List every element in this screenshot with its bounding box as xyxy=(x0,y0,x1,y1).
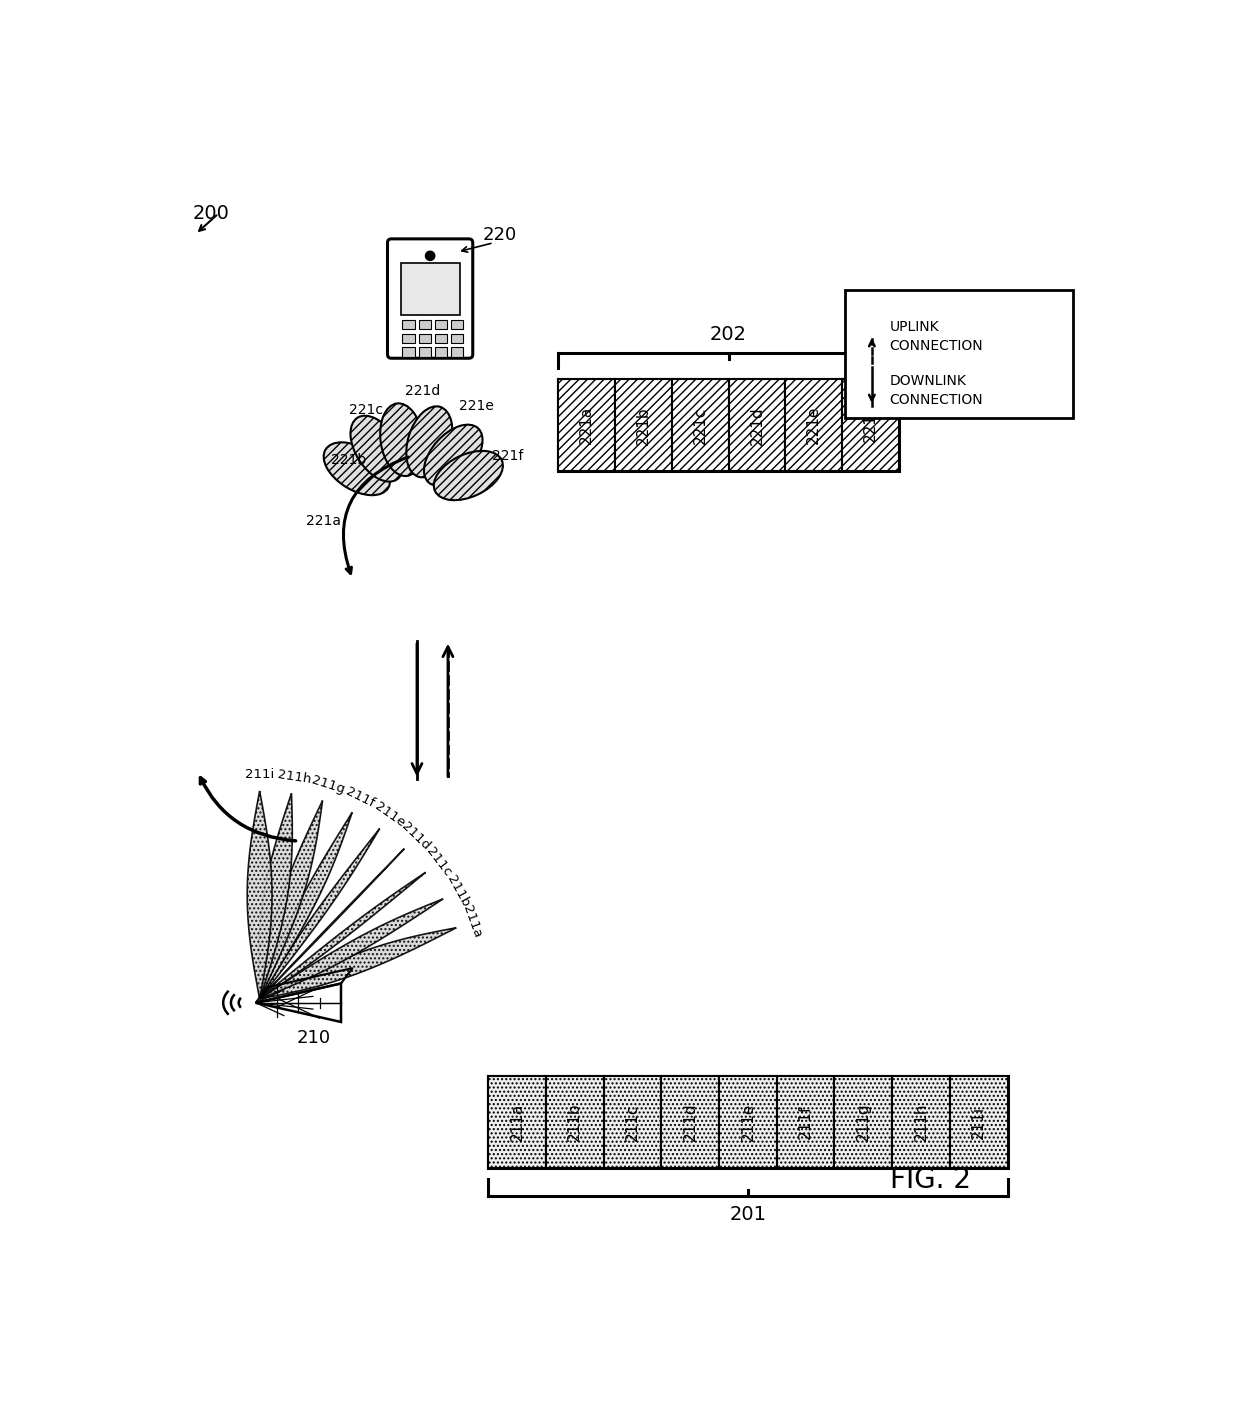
Bar xyxy=(451,348,464,356)
Bar xyxy=(604,1075,661,1168)
Text: 211f: 211f xyxy=(343,784,376,810)
Bar xyxy=(401,262,460,315)
Bar xyxy=(844,291,1074,418)
Text: 211f: 211f xyxy=(799,1105,813,1139)
Text: 211e: 211e xyxy=(372,800,407,830)
Text: 221b: 221b xyxy=(636,406,651,445)
Text: 211i: 211i xyxy=(246,767,274,780)
Bar xyxy=(435,334,448,342)
FancyBboxPatch shape xyxy=(387,240,472,358)
Text: 201: 201 xyxy=(729,1205,766,1225)
Text: 221c: 221c xyxy=(348,402,383,416)
Bar xyxy=(558,379,899,472)
Ellipse shape xyxy=(351,416,404,482)
Circle shape xyxy=(425,251,435,261)
Bar xyxy=(892,1075,950,1168)
Polygon shape xyxy=(259,800,322,998)
Bar xyxy=(402,334,414,342)
Text: 221a: 221a xyxy=(306,515,341,529)
Text: 221f: 221f xyxy=(492,449,523,463)
Text: 221c: 221c xyxy=(693,406,708,443)
Bar xyxy=(419,334,432,342)
Bar xyxy=(558,379,615,472)
Text: 221a: 221a xyxy=(579,406,594,445)
Bar xyxy=(776,1075,835,1168)
Polygon shape xyxy=(259,813,352,998)
Bar xyxy=(729,379,785,472)
Text: 211c: 211c xyxy=(625,1104,640,1141)
Polygon shape xyxy=(259,829,379,998)
Bar xyxy=(402,348,414,356)
Text: 211b: 211b xyxy=(444,873,472,908)
Text: 211e: 211e xyxy=(740,1102,755,1141)
Ellipse shape xyxy=(381,404,424,476)
Text: 211i: 211i xyxy=(971,1105,986,1138)
Text: 211a: 211a xyxy=(510,1102,525,1141)
Polygon shape xyxy=(259,793,293,998)
Polygon shape xyxy=(259,873,425,998)
Polygon shape xyxy=(259,848,404,998)
Bar xyxy=(419,348,432,356)
Ellipse shape xyxy=(324,442,391,495)
Bar xyxy=(435,348,448,356)
Bar xyxy=(615,379,672,472)
Text: 211a: 211a xyxy=(460,904,484,940)
Bar xyxy=(435,319,448,329)
Text: 200: 200 xyxy=(192,204,229,222)
Bar xyxy=(419,319,432,329)
Bar xyxy=(950,1075,1007,1168)
Text: 211d: 211d xyxy=(399,820,433,853)
Ellipse shape xyxy=(424,425,482,486)
Text: 221d: 221d xyxy=(749,406,764,445)
Text: 221b: 221b xyxy=(331,453,366,466)
Polygon shape xyxy=(259,928,456,998)
Bar xyxy=(489,1075,546,1168)
Bar xyxy=(719,1075,776,1168)
Text: FIG. 2: FIG. 2 xyxy=(889,1166,971,1194)
Ellipse shape xyxy=(407,406,453,478)
Text: 221e: 221e xyxy=(459,399,494,414)
Text: 221f: 221f xyxy=(863,408,878,442)
Text: 211h: 211h xyxy=(277,767,311,786)
Bar xyxy=(672,379,729,472)
Ellipse shape xyxy=(434,451,503,501)
Text: 211d: 211d xyxy=(683,1102,698,1141)
Text: DOWNLINK
CONNECTION: DOWNLINK CONNECTION xyxy=(890,375,983,406)
Polygon shape xyxy=(259,898,443,998)
Text: 202: 202 xyxy=(711,325,746,344)
Text: 220: 220 xyxy=(482,227,517,244)
Bar xyxy=(489,1075,1007,1168)
Text: 221e: 221e xyxy=(806,406,821,445)
Text: 211c: 211c xyxy=(424,846,454,878)
Bar xyxy=(835,1075,892,1168)
Bar xyxy=(661,1075,719,1168)
Polygon shape xyxy=(247,791,272,998)
Text: 221d: 221d xyxy=(404,384,440,398)
Bar xyxy=(785,379,842,472)
Bar xyxy=(402,319,414,329)
Text: 210: 210 xyxy=(296,1028,331,1047)
Text: UPLINK
CONNECTION: UPLINK CONNECTION xyxy=(890,321,983,352)
Text: 211b: 211b xyxy=(567,1102,583,1141)
Text: 211h: 211h xyxy=(914,1102,929,1141)
Bar xyxy=(451,319,464,329)
Text: 211g: 211g xyxy=(310,773,346,796)
Bar xyxy=(451,334,464,342)
Bar xyxy=(842,379,899,472)
Text: 211g: 211g xyxy=(856,1102,870,1141)
Bar xyxy=(546,1075,604,1168)
